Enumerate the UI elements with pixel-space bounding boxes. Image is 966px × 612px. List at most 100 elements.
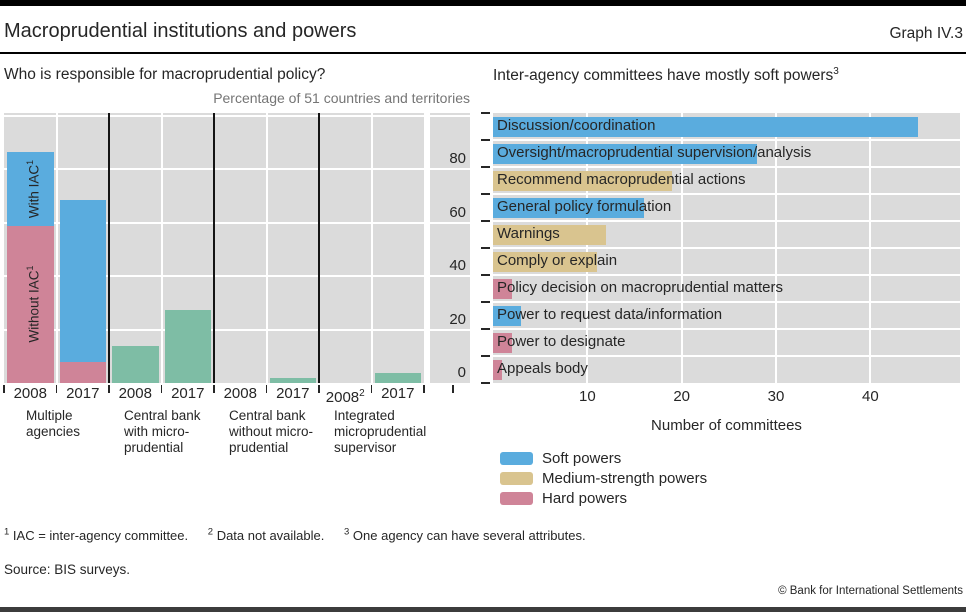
gridline-v [586,113,589,383]
left-axis-unit-label: Percentage of 51 countries and territori… [213,90,470,106]
y-tick-label: 80 [449,150,466,168]
right-panel-title-footnote-ref: 3 [833,66,839,77]
x-year-label: 20082 [325,388,365,406]
y-axis-tick [481,382,490,384]
axis-label-gap [424,113,430,383]
x-axis-tick [423,385,425,393]
group-label: Multiple [26,408,73,423]
group-separator [108,113,110,383]
group-label: Central bank [124,408,201,423]
gridline-v [680,113,683,383]
y-tick-label: 20 [449,310,466,328]
gridline-h [4,221,470,224]
x-tick-label: 30 [767,388,785,405]
y-axis-tick [481,328,490,330]
hbar-label: Oversight/macroprudential supervision/an… [497,144,812,161]
legend-swatch-medium [500,471,533,485]
group-label: supervisor [334,440,397,455]
footnote-3-ref: 3 [344,527,350,538]
hbar-5 [493,224,607,245]
hbar-label: Warnings [497,225,560,242]
footnote-2: 2 Data not available. [208,527,325,543]
gridline-v [869,113,872,383]
x-axis-tick [318,385,320,393]
footnote-1-text: IAC = inter-agency committee. [12,528,189,544]
hbar-3 [493,170,673,191]
footnote-3: 3 One agency can have several attributes… [344,527,586,544]
legend-label-soft: Soft powers [542,449,622,467]
gridline-h [493,301,960,303]
legend: Soft powers Medium-strength powers Hard … [500,448,707,508]
legend-item-hard: Hard powers [500,488,707,508]
gridline-h [493,139,960,141]
group-label: prudential [124,440,184,455]
gridline-h [4,275,470,278]
bar-segment-2008-group1 [7,152,54,226]
source-line: Source: BIS surveys. [4,562,131,577]
y-axis-tick [481,112,490,114]
gridline-h [4,168,470,171]
hbar-label: Discussion/coordination [497,117,656,134]
gridline-v [55,113,58,383]
hbar-label: General policy formulation [497,198,672,215]
gridline-h [493,247,960,249]
x-axis-tick [370,385,373,393]
bar-segment-2008-group2 [112,346,159,383]
right-panel-title: Inter-agency committees have mostly soft… [493,66,839,85]
y-axis-tick [481,220,490,222]
group-label: prudential [229,440,289,455]
footnotes: 1 IAC = inter-agency committee. 2 Data n… [4,527,602,543]
legend-item-soft: Soft powers [500,448,707,468]
gridline-v [370,113,373,383]
copyright-line: © Bank for International Settlements [778,585,963,597]
footnote-ref: 2 [359,388,365,399]
y-axis-tick [481,139,490,141]
y-tick-label: 40 [449,257,466,275]
gridline-h [4,328,470,331]
bar-segment-2017-group2 [164,309,211,383]
gridline-h [493,328,960,330]
graph-number-label: Graph IV.3 [889,25,963,42]
x-axis-tick [55,385,58,393]
left-panel-title-text: Who is responsible for macroprudential p… [4,66,326,83]
hbar-label: Recommend macroprudential actions [497,171,746,188]
legend-swatch-hard [500,491,533,505]
x-year-label: 2008 [223,385,257,402]
y-axis-tick [481,355,490,357]
bar-segment-2008-group1 [7,225,54,383]
legend-label-hard: Hard powers [542,489,628,507]
group-label: without micro- [229,424,314,439]
x-axis-tick [3,385,5,393]
bar-segment-2017-group1 [59,362,106,383]
left-plot: 0 20 40 60 80 Without IAC1 With IAC1 [4,113,470,383]
hbar-1 [493,116,918,137]
footnote-1-ref: 1 [4,527,10,538]
x-axis-tick [160,385,163,393]
x-year-label: 2008 [13,385,47,402]
footnote-ref: 1 [25,265,36,271]
gridline-v [160,113,163,383]
footnote-1: 1 IAC = inter-agency committee. [4,527,189,544]
y-axis-tick [481,166,490,168]
y-axis-tick [481,193,490,195]
footnote-3-text: One agency can have several attributes. [352,528,586,544]
bar-segment-2017-group1 [59,199,106,363]
left-panel-title: Who is responsible for macroprudential p… [4,66,325,84]
hbar-9 [493,332,512,353]
gridline-h [493,355,960,357]
hbar-label: Policy decision on macroprudential matte… [497,279,783,296]
bottom-rule [0,607,966,612]
x-tick-label: 10 [578,388,596,405]
gridline-v [775,113,778,383]
y-tick-label: 0 [457,364,466,381]
group-label: microprudential [334,424,427,439]
legend-label-medium: Medium-strength powers [542,469,708,487]
top-rule [0,0,966,6]
hbar-4 [493,197,644,218]
hbar-7 [493,278,512,299]
bar-segment-rotated-label: With IAC1 [25,159,42,219]
hbar-6 [493,251,597,272]
group-label: agencies [26,424,81,439]
hbar-label: Appeals body [497,360,588,377]
x-axis-tick [108,385,110,393]
